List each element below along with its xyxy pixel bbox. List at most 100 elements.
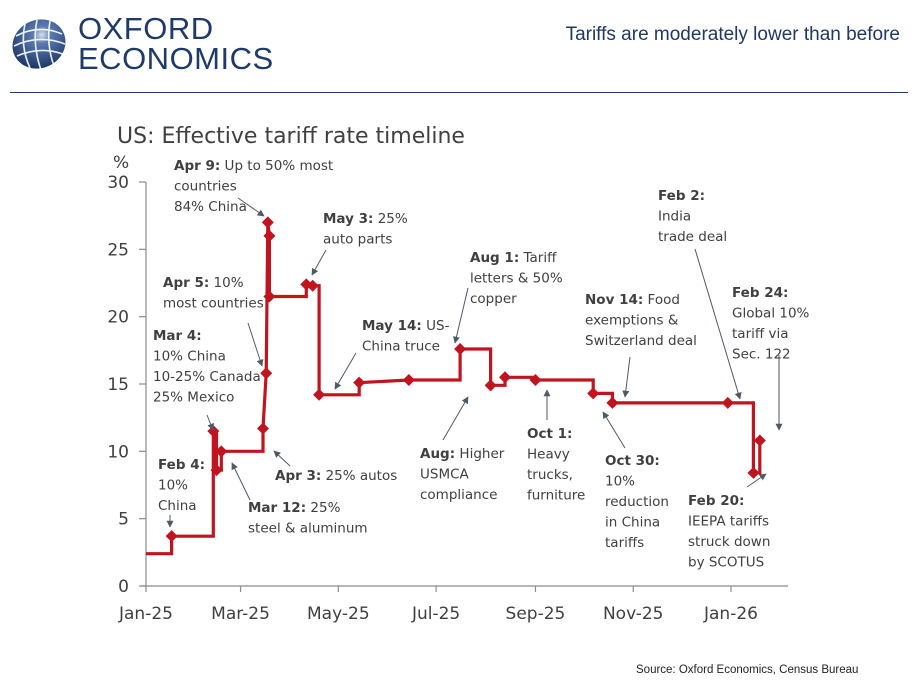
logo-line-2: ECONOMICS bbox=[78, 41, 274, 76]
x-tick-label: Jan-26 bbox=[703, 604, 758, 624]
annotation-text: 10-25% Canada bbox=[153, 369, 261, 385]
annotation-arrow bbox=[206, 414, 214, 431]
annotation-text: struck down bbox=[688, 534, 770, 550]
annotation-text: Up to 50% most bbox=[220, 158, 333, 174]
annotation: Nov 14: Food exemptions & Switzerland deal bbox=[585, 292, 697, 398]
annotation-date: Aug: bbox=[420, 446, 455, 462]
data-point-marker bbox=[587, 387, 600, 400]
y-axis-label: % bbox=[113, 153, 129, 173]
annotation-label: Aug 1: Tariff letters & 50% copper bbox=[470, 250, 563, 307]
annotation-label: May 3: 25% auto parts bbox=[323, 211, 408, 248]
annotation-label: Feb 24: Global 10% tariff via Sec. 122 bbox=[732, 285, 810, 363]
annotation-label: Apr 3: 25% autos bbox=[275, 468, 397, 484]
y-tick-label: 20 bbox=[107, 308, 129, 328]
annotation-text: letters & 50% bbox=[470, 271, 563, 287]
annotation-arrow bbox=[622, 356, 631, 398]
data-point-marker bbox=[753, 434, 766, 447]
annotation-text: US- bbox=[422, 318, 450, 334]
y-tick-label: 0 bbox=[118, 577, 129, 597]
y-tick-label: 15 bbox=[107, 375, 129, 395]
annotation-text: 10% bbox=[209, 275, 243, 291]
annotation-date: Feb 24: bbox=[732, 285, 788, 301]
annotation-text: trucks, bbox=[527, 467, 573, 483]
annotation: May 3: 25% auto parts bbox=[311, 211, 408, 276]
annotation-text: Higher bbox=[455, 446, 505, 462]
annotation-date: Aug 1: bbox=[470, 250, 519, 266]
annotation-text: Heavy bbox=[527, 447, 570, 463]
data-point-marker bbox=[484, 379, 497, 392]
annotation-text: copper bbox=[470, 291, 517, 307]
x-tick-label: Jul-25 bbox=[411, 604, 460, 624]
annotation-date: Mar 4: bbox=[153, 328, 202, 344]
chart-title: US: Effective tariff rate timeline bbox=[117, 124, 465, 149]
annotation: May 14: US- China truce bbox=[334, 318, 450, 390]
data-point-marker bbox=[313, 388, 326, 401]
data-point-marker bbox=[402, 373, 415, 386]
annotation-label: Mar 12: 25% steel & aluminum bbox=[248, 500, 368, 537]
annotation-arrow bbox=[334, 352, 357, 390]
data-point-marker bbox=[215, 445, 228, 458]
annotation-label: Oct 30: 10% reduction in China tariffs bbox=[605, 453, 669, 551]
annotation-date: Feb 20: bbox=[688, 493, 744, 509]
annotation-text: furniture bbox=[527, 488, 585, 504]
annotation-text: 10% bbox=[158, 478, 188, 494]
annotation-text: Switzerland deal bbox=[585, 333, 697, 349]
globe-icon bbox=[12, 19, 66, 71]
annotation-date: Apr 5: bbox=[163, 275, 209, 291]
data-point-marker bbox=[499, 371, 512, 384]
annotation-arrow bbox=[311, 249, 327, 276]
annotation-text: China truce bbox=[362, 339, 440, 355]
annotation: Apr 9: Up to 50% most countries 84% China bbox=[174, 158, 333, 217]
annotation-text: China bbox=[158, 498, 197, 514]
data-point-marker bbox=[263, 290, 276, 303]
annotation: Mar 4: 10% China 10-25% Canada 25% Mexico bbox=[153, 328, 261, 431]
annotation: Feb 20: IEEPA tariffs struck down by SCOTUS bbox=[688, 473, 770, 571]
annotation-text: trade deal bbox=[658, 229, 727, 245]
data-point-marker bbox=[721, 396, 734, 409]
annotation: Mar 12: 25% steel & aluminum bbox=[231, 462, 368, 537]
annotation-label: Oct 1: Heavy trucks, furniture bbox=[527, 426, 585, 504]
annotation-text: steel & aluminum bbox=[248, 521, 368, 537]
annotation-arrow bbox=[602, 411, 626, 449]
annotation-text: 25% bbox=[373, 211, 407, 227]
annotation-date: Oct 30: bbox=[605, 453, 660, 469]
y-tick-label: 30 bbox=[107, 173, 129, 193]
annotation-arrow bbox=[694, 248, 742, 400]
annotation: Oct 1: Heavy trucks, furniture bbox=[527, 389, 585, 504]
annotation-text: Sec. 122 bbox=[732, 347, 791, 363]
oxford-economics-logo: OXFORD ECONOMICS bbox=[10, 13, 274, 76]
data-point-marker bbox=[353, 376, 366, 389]
annotation-text: 25% autos bbox=[321, 468, 397, 484]
annotation: Aug 1: Tariff letters & 50% copper bbox=[453, 250, 563, 344]
annotation-label: Apr 5: 10% most countries bbox=[163, 275, 264, 312]
annotation-date: Apr 3: bbox=[275, 468, 321, 484]
annotation-text: USMCA bbox=[420, 467, 470, 483]
data-point-marker bbox=[260, 367, 273, 380]
y-tick-label: 10 bbox=[107, 442, 129, 462]
annotation: Oct 30: 10% reduction in China tariffs bbox=[602, 411, 669, 551]
header-divider bbox=[10, 92, 908, 93]
annotation-text: most countries bbox=[163, 296, 264, 312]
annotation-text: in China bbox=[605, 515, 660, 531]
annotation-arrow bbox=[273, 450, 291, 467]
data-point-marker bbox=[306, 279, 319, 292]
annotation-arrow bbox=[442, 396, 469, 441]
data-point-marker bbox=[606, 396, 619, 409]
annotation-label: Feb 2: India trade deal bbox=[658, 188, 727, 245]
annotation-text: compliance bbox=[420, 487, 497, 503]
data-point-marker bbox=[210, 464, 223, 477]
annotation-label: Feb 4: 10% China bbox=[158, 457, 205, 514]
x-tick-label: Mar-25 bbox=[211, 604, 270, 624]
annotations: Apr 9: Up to 50% most countries 84% China M… bbox=[153, 158, 810, 571]
annotation: Apr 5: 10% most countries bbox=[163, 275, 264, 367]
data-point-marker bbox=[747, 466, 760, 479]
annotation-label: Aug: Higher USMCA compliance bbox=[420, 446, 505, 503]
annotation-arrow bbox=[453, 287, 469, 344]
annotation-text: 25% Mexico bbox=[153, 390, 234, 406]
annotation-date: May 14: bbox=[362, 318, 422, 334]
x-tick-label: Nov-25 bbox=[603, 604, 664, 624]
annotation: Aug: Higher USMCA compliance bbox=[420, 396, 505, 503]
annotation-text: 10% China bbox=[153, 349, 226, 365]
annotation-label: May 14: US- China truce bbox=[362, 318, 450, 355]
